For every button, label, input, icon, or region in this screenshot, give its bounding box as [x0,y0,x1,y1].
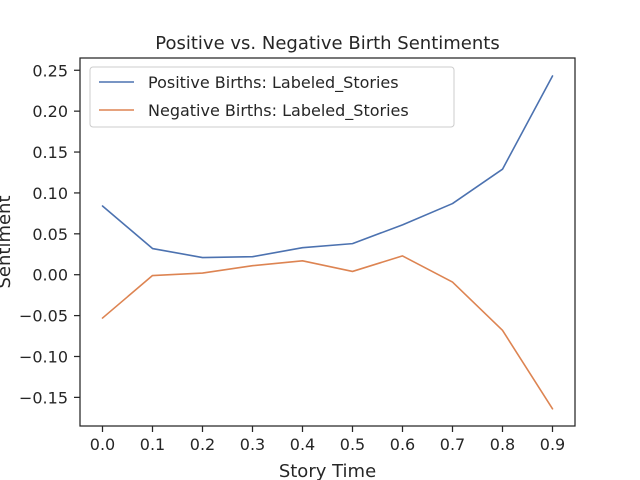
x-tick-label: 0.3 [240,435,265,454]
series-line-negative [101,255,554,410]
y-tick-label: 0.25 [32,61,68,80]
y-tick-label: 0.05 [32,225,68,244]
x-tick-label: 0.4 [290,435,315,454]
legend-box [89,66,455,128]
x-tick-label: 0.0 [90,435,115,454]
x-tick-label: 0.5 [340,435,365,454]
legend: Positive Births: Labeled_Stories Negative… [89,66,455,128]
plot-lines [101,75,554,410]
x-tick-label: 0.8 [490,435,515,454]
x-tick-label: 0.2 [190,435,215,454]
y-tick-label: 0.00 [32,266,68,285]
chart-title: Positive vs. Negative Birth Sentiments [155,33,499,54]
x-axis-ticks: 0.0 0.1 0.2 0.3 0.4 0.5 0.6 0.7 0.8 0.9 [90,426,565,454]
y-tick-label: 0.10 [32,184,68,203]
x-tick-label: 0.6 [390,435,415,454]
legend-label: Positive Births: Labeled_Stories [148,73,399,93]
y-tick-label: 0.15 [32,143,68,162]
plot-frame [79,57,576,427]
x-axis-label: Story Time [279,461,376,480]
y-tick-label: −0.15 [19,388,68,407]
legend-label: Negative Births: Labeled_Stories [148,101,409,121]
series-line-positive [101,75,554,259]
x-tick-label: 0.7 [440,435,465,454]
x-tick-label: 0.9 [540,435,565,454]
x-tick-label: 0.1 [140,435,165,454]
y-tick-label: −0.10 [19,347,68,366]
y-tick-label: 0.20 [32,102,68,121]
y-axis-label: Sentiment [0,195,15,288]
y-tick-label: −0.05 [19,307,68,326]
y-axis-ticks: 0.25 0.20 0.15 0.10 0.05 0.00 −0.05 −0.10 −0.15 [19,61,80,407]
